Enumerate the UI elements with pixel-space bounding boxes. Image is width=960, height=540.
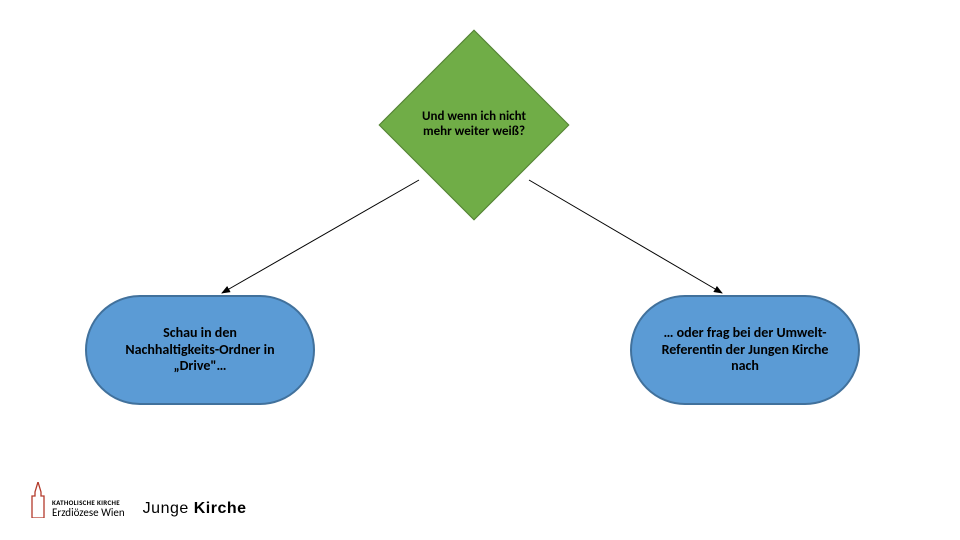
- logo-katholische-kirche: KATHOLISCHE KIRCHE Erzdiözese Wien: [30, 482, 125, 518]
- terminator-left-text: Schau in den Nachhaltigkeits-Ordner in „…: [115, 325, 285, 375]
- logo-junge-part2: Kirche: [194, 500, 247, 517]
- church-tower-icon: [30, 482, 46, 518]
- logo-junge-part1: Junge: [143, 500, 194, 517]
- logo-line2: Erzdiözese Wien: [52, 507, 125, 518]
- flowchart-canvas: Und wenn ich nicht mehr weiter weiß? Sch…: [0, 0, 960, 540]
- logo-junge-kirche: Junge Kirche: [143, 500, 247, 518]
- decision-text: Und wenn ich nicht mehr weiter weiß?: [379, 30, 569, 220]
- terminator-right: … oder frag bei der Umwelt-Referentin de…: [630, 295, 860, 405]
- terminator-left: Schau in den Nachhaltigkeits-Ordner in „…: [85, 295, 315, 405]
- footer-logos: KATHOLISCHE KIRCHE Erzdiözese Wien Junge…: [30, 482, 247, 518]
- terminator-right-text: … oder frag bei der Umwelt-Referentin de…: [660, 325, 830, 375]
- logo-line1: KATHOLISCHE KIRCHE: [52, 499, 125, 506]
- decision-node: Und wenn ich nicht mehr weiter weiß?: [379, 30, 569, 220]
